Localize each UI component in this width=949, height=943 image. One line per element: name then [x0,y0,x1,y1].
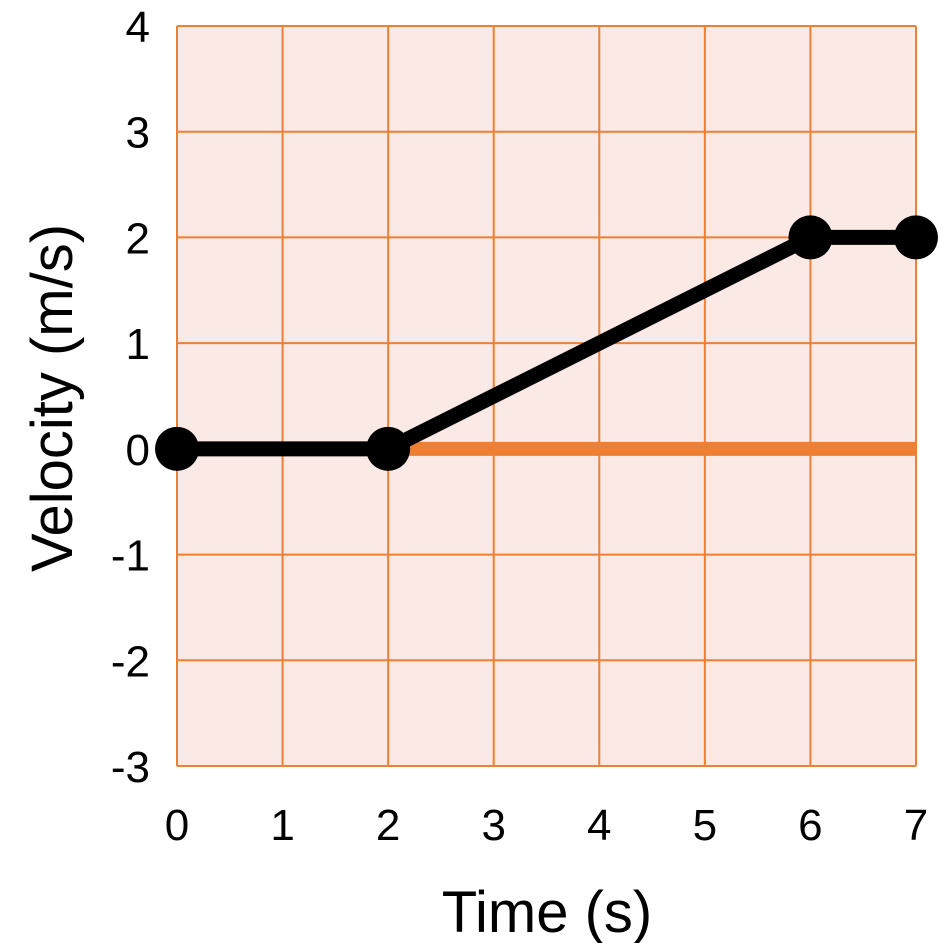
y-axis-title: Velocity (m/s) [20,224,85,572]
x-tick-label: 7 [904,801,928,850]
y-axis-ticks: 4 3 2 1 0 -1 -2 -3 [111,3,150,792]
y-tick-label: 2 [126,214,150,263]
x-tick-label: 2 [376,801,400,850]
x-tick-label: 4 [587,801,611,850]
x-axis-ticks: 0 1 2 3 4 5 6 7 [165,801,928,850]
x-tick-label: 5 [693,801,717,850]
y-tick-label: 3 [126,109,150,158]
x-tick-label: 0 [165,801,189,850]
series-velocity [155,215,938,471]
x-tick-label: 3 [481,801,505,850]
data-point-marker [788,215,833,260]
data-point-marker [894,215,938,260]
x-axis-title: Time (s) [442,880,652,943]
plot-area-background [177,26,916,766]
y-tick-label: 4 [126,3,150,52]
y-tick-label: 0 [126,426,150,475]
series-line [177,229,916,457]
y-tick-label: -3 [111,743,150,792]
y-tick-label: -1 [111,532,150,581]
y-tick-label: 1 [126,320,150,369]
y-tick-label: -2 [111,637,150,686]
x-tick-label: 6 [798,801,822,850]
x-tick-label: 1 [270,801,294,850]
data-point-marker [366,426,411,471]
data-point-marker [155,426,199,471]
